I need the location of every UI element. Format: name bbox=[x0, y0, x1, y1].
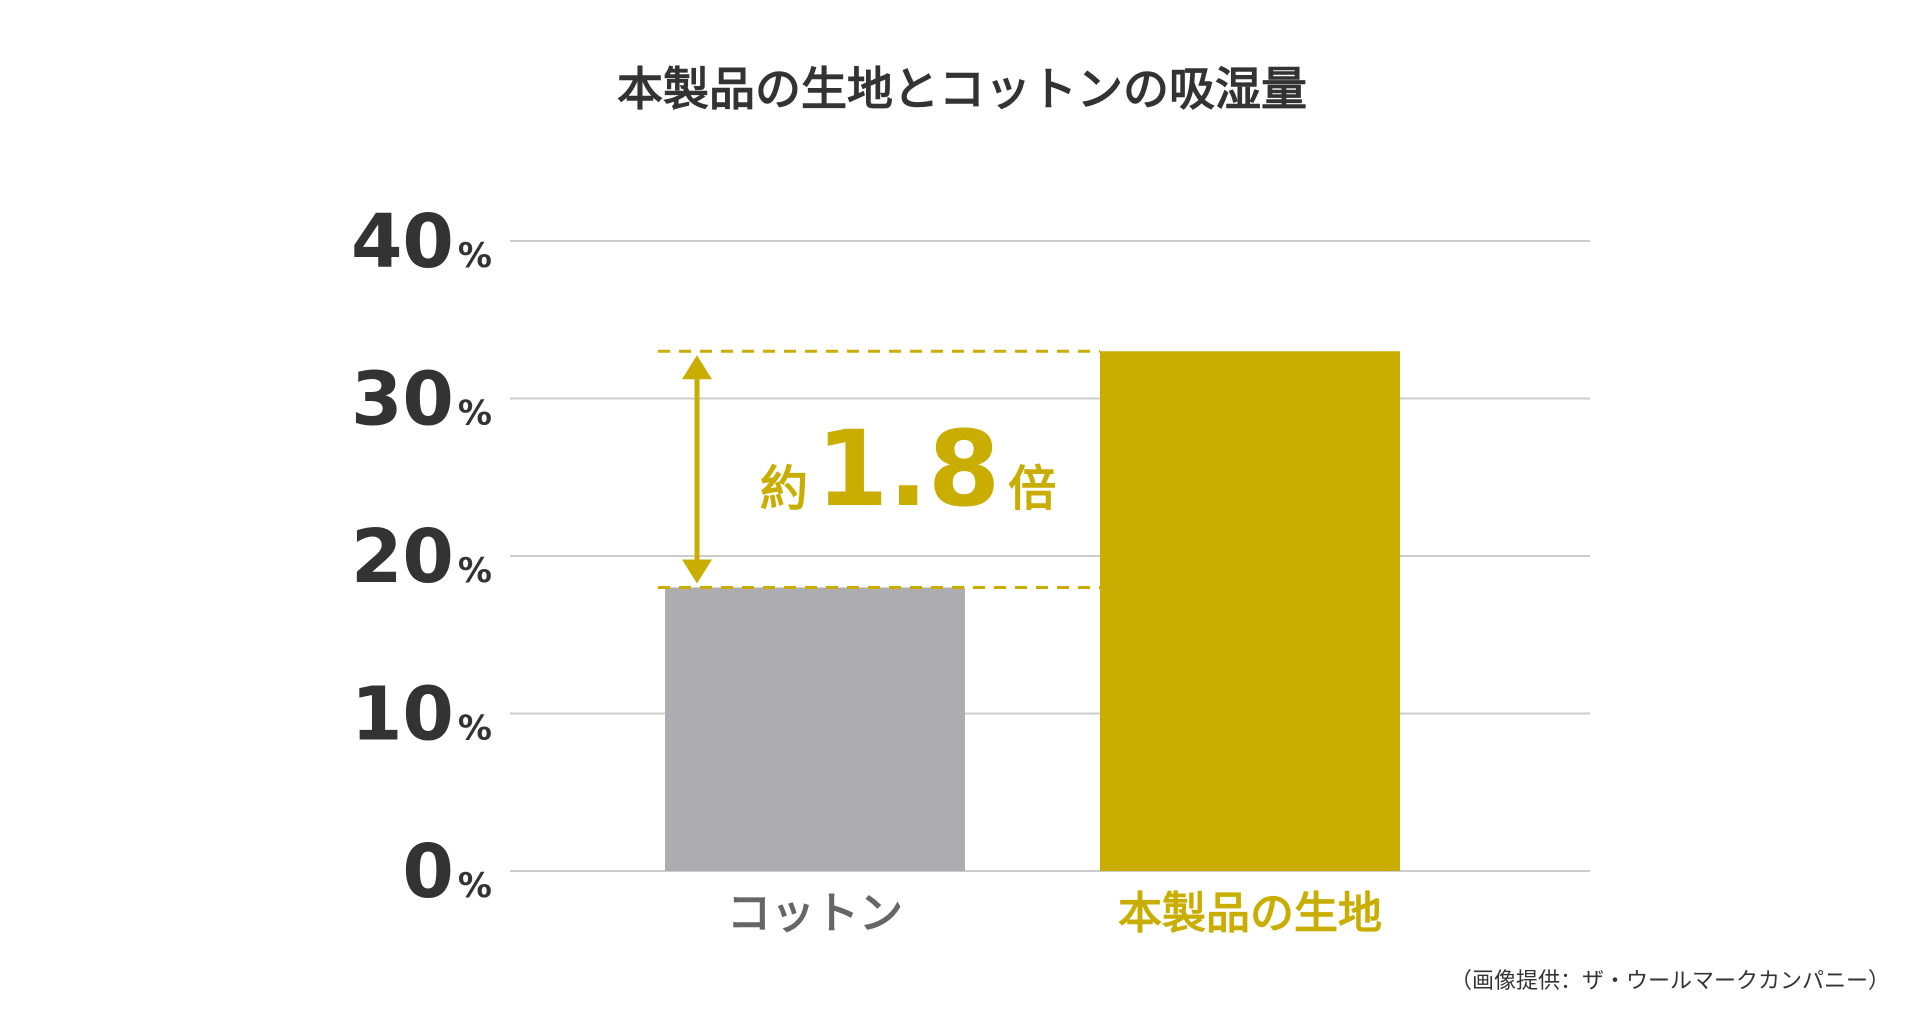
arrow-up-icon bbox=[682, 355, 712, 380]
x-category-label-cotton: コットン bbox=[727, 888, 903, 939]
y-tick-value: 10 bbox=[351, 672, 454, 758]
bar-layer bbox=[665, 351, 1400, 871]
y-tick-label-40: 40% bbox=[351, 199, 492, 285]
bar-cotton bbox=[665, 587, 965, 871]
x-axis-labels: コットン 本製品の生地 bbox=[727, 888, 1382, 939]
y-tick-unit: % bbox=[458, 236, 492, 276]
y-tick-label-0: 0% bbox=[402, 829, 492, 915]
y-tick-label-30: 30% bbox=[351, 357, 492, 443]
image-credit: （画像提供：ザ・ウールマークカンパニー） bbox=[1450, 969, 1890, 994]
y-axis-ticks: 0 %10 %20 %30 %40% bbox=[351, 199, 492, 915]
y-tick-value: 0 bbox=[402, 829, 454, 915]
y-tick-unit: % bbox=[458, 709, 492, 749]
y-tick-label-10: 10% bbox=[351, 672, 492, 758]
arrow-down-icon bbox=[682, 559, 712, 584]
chart-title: 本製品の生地とコットンの吸湿量 bbox=[617, 62, 1307, 116]
y-tick-unit: % bbox=[458, 394, 492, 434]
y-tick-label-20: 20% bbox=[351, 514, 492, 600]
ratio-suffix: 倍 bbox=[1008, 461, 1056, 517]
ratio-value: 1.8 bbox=[816, 408, 1000, 530]
x-category-label-product-fabric: 本製品の生地 bbox=[1118, 888, 1382, 939]
ratio-prefix: 約 bbox=[760, 461, 808, 517]
ratio-label: 約1.8 倍 bbox=[760, 408, 1056, 530]
y-tick-value: 20 bbox=[351, 514, 454, 600]
y-tick-unit: % bbox=[458, 551, 492, 591]
bar-product-fabric bbox=[1100, 351, 1400, 871]
y-tick-value: 40 bbox=[351, 199, 454, 285]
ratio-annotation: 約1.8 倍 bbox=[658, 349, 1100, 589]
y-tick-unit: % bbox=[458, 866, 492, 906]
y-tick-value: 30 bbox=[351, 357, 454, 443]
